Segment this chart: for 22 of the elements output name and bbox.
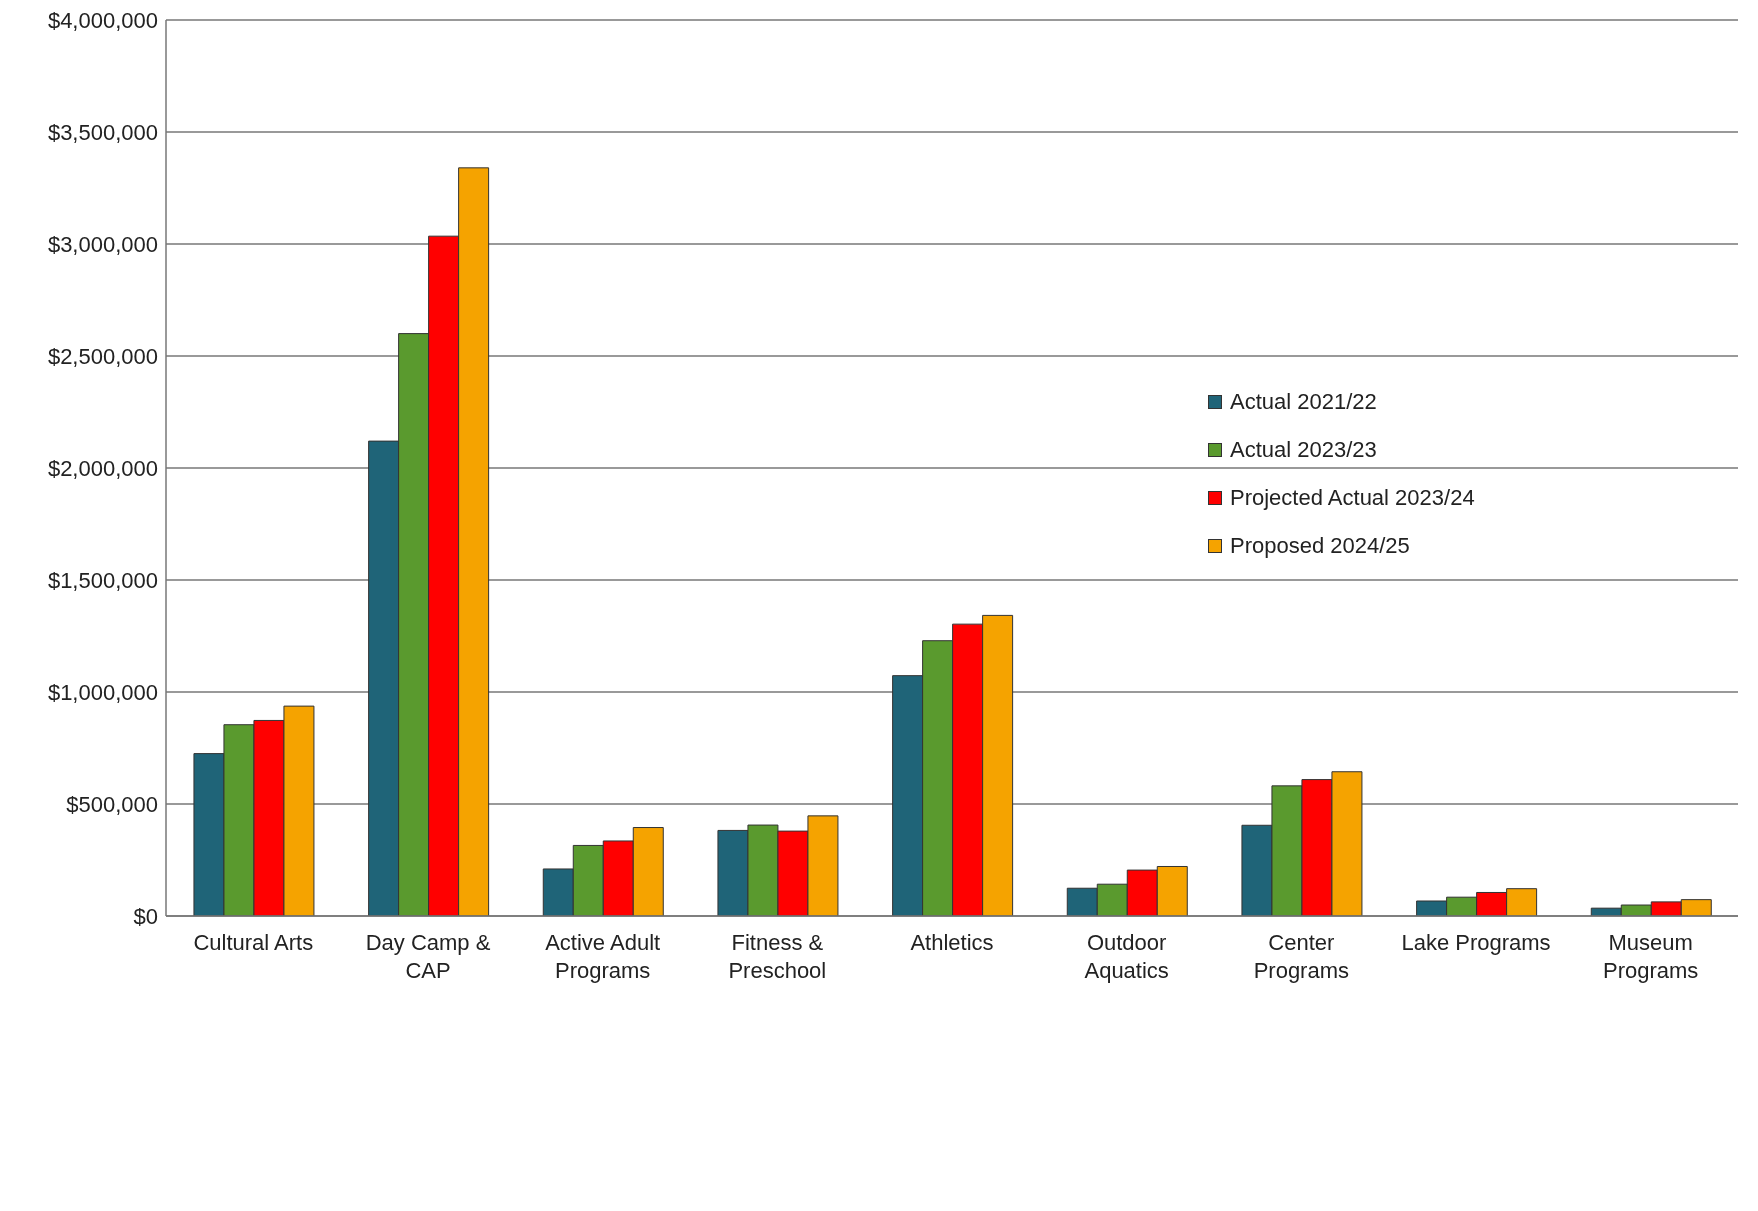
x-tick-label: Lake Programs (1401, 930, 1551, 955)
x-tick-label: Museum Programs (1602, 930, 1699, 983)
y-tick-label: $3,500,000 (47, 119, 158, 145)
x-tick-label: Outdoor Aquatics (1084, 930, 1169, 983)
legend-label: Actual 2023/23 (1230, 437, 1377, 463)
y-tick-label: $2,000,000 (47, 455, 158, 481)
y-tick-label: $2,500,000 (47, 343, 158, 369)
y-tick-label: $4,000,000 (47, 7, 158, 33)
x-tick-label: Cultural Arts (193, 930, 314, 955)
y-tick-label: $1,000,000 (47, 679, 158, 705)
legend-label: Proposed 2024/25 (1230, 533, 1410, 559)
legend-label: Projected Actual 2023/24 (1230, 485, 1475, 511)
x-tick-label: Active Adult Programs (545, 930, 661, 983)
legend-label: Actual 2021/22 (1230, 389, 1377, 415)
y-tick-label: $0 (133, 903, 158, 929)
y-tick-label: $500,000 (66, 791, 158, 817)
x-tick-label: Athletics (910, 930, 994, 955)
y-tick-label: $3,000,000 (47, 231, 158, 257)
x-tick-label: Center Programs (1253, 930, 1350, 983)
x-tick-label: Fitness & Preschool (728, 930, 827, 983)
y-tick-label: $1,500,000 (47, 567, 158, 593)
x-tick-label: Day Camp & CAP (365, 930, 491, 983)
